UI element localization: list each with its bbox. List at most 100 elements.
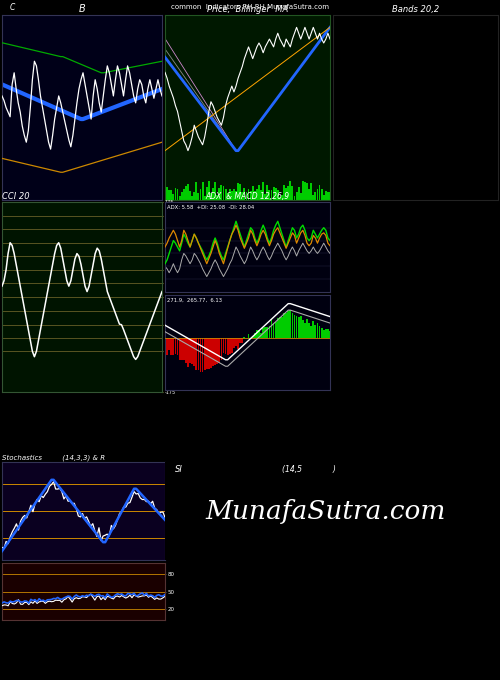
Bar (200, 190, 202, 200)
Bar (242, 192, 243, 200)
Bar (281, 195, 283, 200)
Bar (318, 185, 320, 200)
Bar (327, 192, 329, 200)
Bar (252, 336, 254, 338)
Bar (178, 338, 180, 360)
Bar (248, 190, 250, 200)
Bar (183, 338, 184, 360)
Bar (214, 338, 216, 365)
Bar (256, 189, 258, 200)
Bar (310, 326, 312, 338)
Text: (14,5             ): (14,5 ) (282, 465, 336, 474)
Bar (206, 187, 208, 200)
Bar (262, 182, 264, 200)
Title: ADX  & MACD 12,26,9: ADX & MACD 12,26,9 (206, 192, 290, 201)
Bar (316, 189, 318, 200)
Bar (290, 310, 291, 338)
Bar (270, 320, 272, 338)
Bar (272, 323, 274, 338)
Bar (170, 190, 172, 200)
Bar (208, 338, 210, 369)
Bar (174, 338, 176, 354)
Bar (187, 338, 189, 367)
Bar (212, 338, 214, 366)
Bar (288, 311, 289, 338)
Bar (204, 338, 206, 370)
Bar (164, 338, 166, 352)
Bar (323, 194, 324, 200)
Bar (191, 196, 193, 200)
Bar (302, 320, 304, 338)
Bar (277, 318, 278, 338)
Bar (290, 182, 292, 200)
Text: common  Indicators RH RH MunafaSutra.com: common Indicators RH RH MunafaSutra.com (171, 4, 329, 10)
Bar (212, 188, 214, 200)
Bar (202, 182, 203, 200)
Bar (266, 185, 268, 200)
Bar (270, 190, 272, 200)
Bar (194, 192, 195, 200)
Bar (266, 327, 268, 338)
Bar (216, 194, 218, 200)
Bar (166, 338, 168, 355)
Bar (218, 338, 220, 363)
Bar (286, 313, 287, 338)
Bar (248, 335, 250, 338)
Bar (300, 193, 302, 200)
Bar (185, 338, 187, 363)
Bar (226, 194, 228, 200)
Bar (181, 192, 182, 200)
Bar (300, 316, 302, 338)
Bar (329, 192, 331, 200)
Bar (168, 190, 170, 200)
Text: MunafaSutra.com: MunafaSutra.com (205, 498, 446, 524)
Bar (229, 189, 230, 200)
Bar (235, 338, 237, 346)
Bar (242, 338, 243, 343)
Bar (224, 189, 226, 200)
Bar (176, 188, 178, 200)
Bar (312, 322, 314, 338)
Bar (210, 338, 212, 368)
Bar (312, 194, 314, 200)
Bar (166, 187, 168, 200)
Bar (292, 186, 294, 200)
Bar (172, 338, 174, 356)
Bar (178, 196, 180, 200)
Bar (258, 330, 260, 338)
Bar (222, 338, 224, 354)
Bar (198, 338, 200, 370)
Bar (316, 323, 318, 338)
Bar (240, 184, 241, 200)
Bar (200, 338, 202, 372)
Bar (294, 196, 296, 200)
Text: C: C (10, 3, 16, 12)
Bar (325, 191, 327, 200)
Bar (279, 318, 281, 338)
Bar (198, 193, 200, 200)
Bar (272, 186, 274, 200)
Bar (327, 329, 329, 338)
Bar (296, 192, 298, 200)
Bar (229, 338, 230, 354)
Bar (306, 320, 308, 338)
Bar (181, 338, 182, 360)
Bar (222, 186, 224, 200)
Bar (231, 338, 232, 353)
Bar (210, 193, 212, 200)
Bar (260, 333, 262, 338)
Bar (220, 338, 222, 360)
Bar (237, 183, 239, 200)
Bar (294, 316, 296, 338)
Bar (202, 338, 203, 372)
Bar (277, 190, 278, 200)
Text: CCI 20: CCI 20 (2, 192, 29, 201)
Bar (302, 181, 304, 200)
Bar (244, 337, 246, 338)
Bar (296, 316, 298, 338)
Bar (283, 313, 285, 338)
Bar (288, 186, 289, 200)
Bar (318, 326, 320, 338)
Bar (314, 192, 316, 200)
Bar (264, 327, 266, 338)
